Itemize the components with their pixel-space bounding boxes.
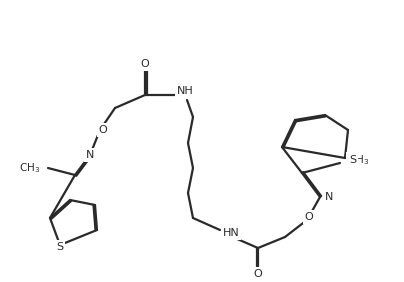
Text: S: S bbox=[349, 155, 356, 165]
Text: CH$_3$: CH$_3$ bbox=[348, 153, 369, 167]
Text: NH: NH bbox=[177, 86, 194, 96]
Text: CH$_3$: CH$_3$ bbox=[19, 161, 40, 175]
Text: O: O bbox=[254, 269, 262, 279]
Text: O: O bbox=[99, 125, 107, 135]
Text: N: N bbox=[325, 192, 333, 202]
Text: O: O bbox=[305, 212, 314, 222]
Text: N: N bbox=[86, 150, 94, 160]
Text: O: O bbox=[141, 59, 149, 69]
Text: HN: HN bbox=[223, 228, 240, 238]
Text: S: S bbox=[57, 242, 63, 252]
